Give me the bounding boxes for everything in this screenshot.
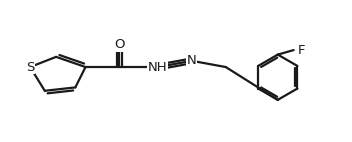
Text: N: N — [187, 54, 197, 67]
Text: O: O — [114, 38, 125, 52]
Text: NH: NH — [148, 60, 168, 74]
Text: S: S — [26, 60, 34, 74]
Text: F: F — [297, 44, 305, 57]
